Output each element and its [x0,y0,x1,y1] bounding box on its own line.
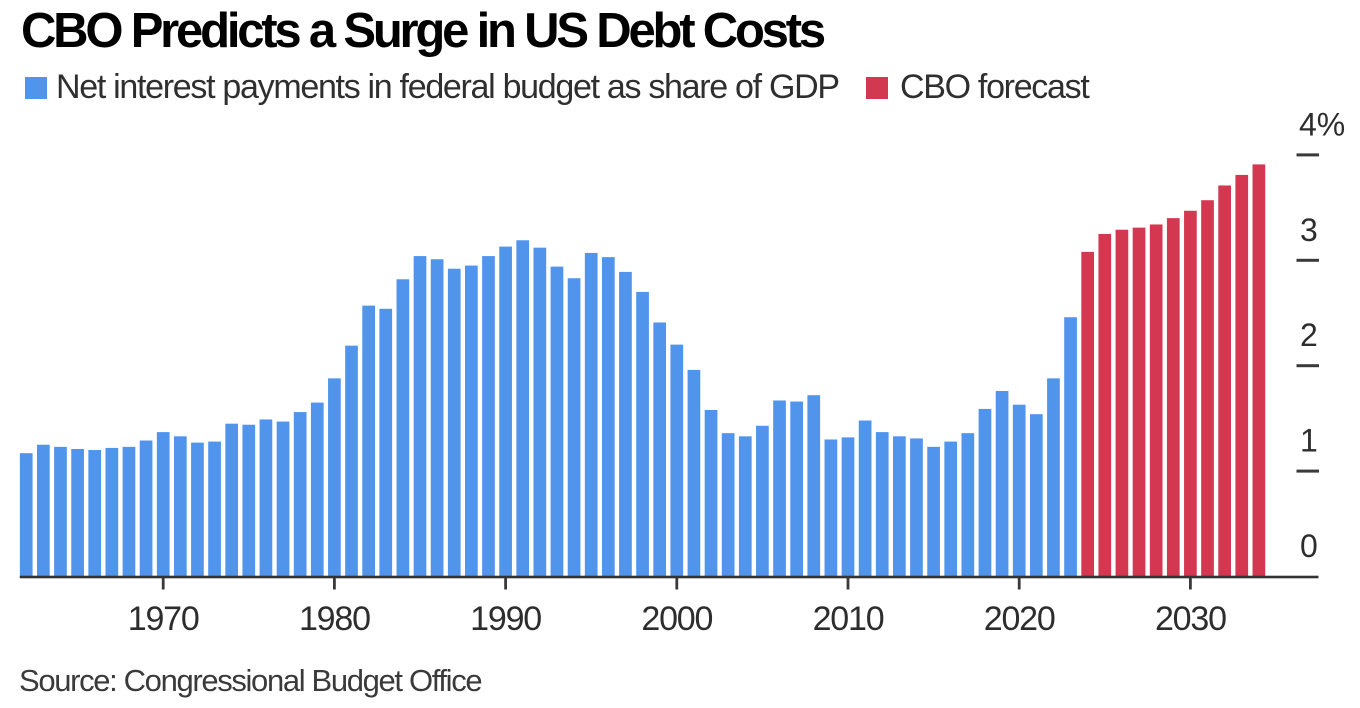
svg-text:1: 1 [1300,423,1318,459]
svg-text:1990: 1990 [470,600,541,638]
svg-text:1970: 1970 [128,600,199,638]
svg-text:0: 0 [1300,528,1318,564]
svg-text:2010: 2010 [813,600,884,638]
svg-text:3: 3 [1300,212,1318,248]
svg-text:2000: 2000 [641,600,712,638]
svg-text:2: 2 [1300,317,1318,353]
svg-text:2030: 2030 [1155,600,1226,638]
svg-text:2020: 2020 [984,600,1055,638]
svg-text:1980: 1980 [299,600,370,638]
svg-text:4%: 4% [1299,107,1345,143]
